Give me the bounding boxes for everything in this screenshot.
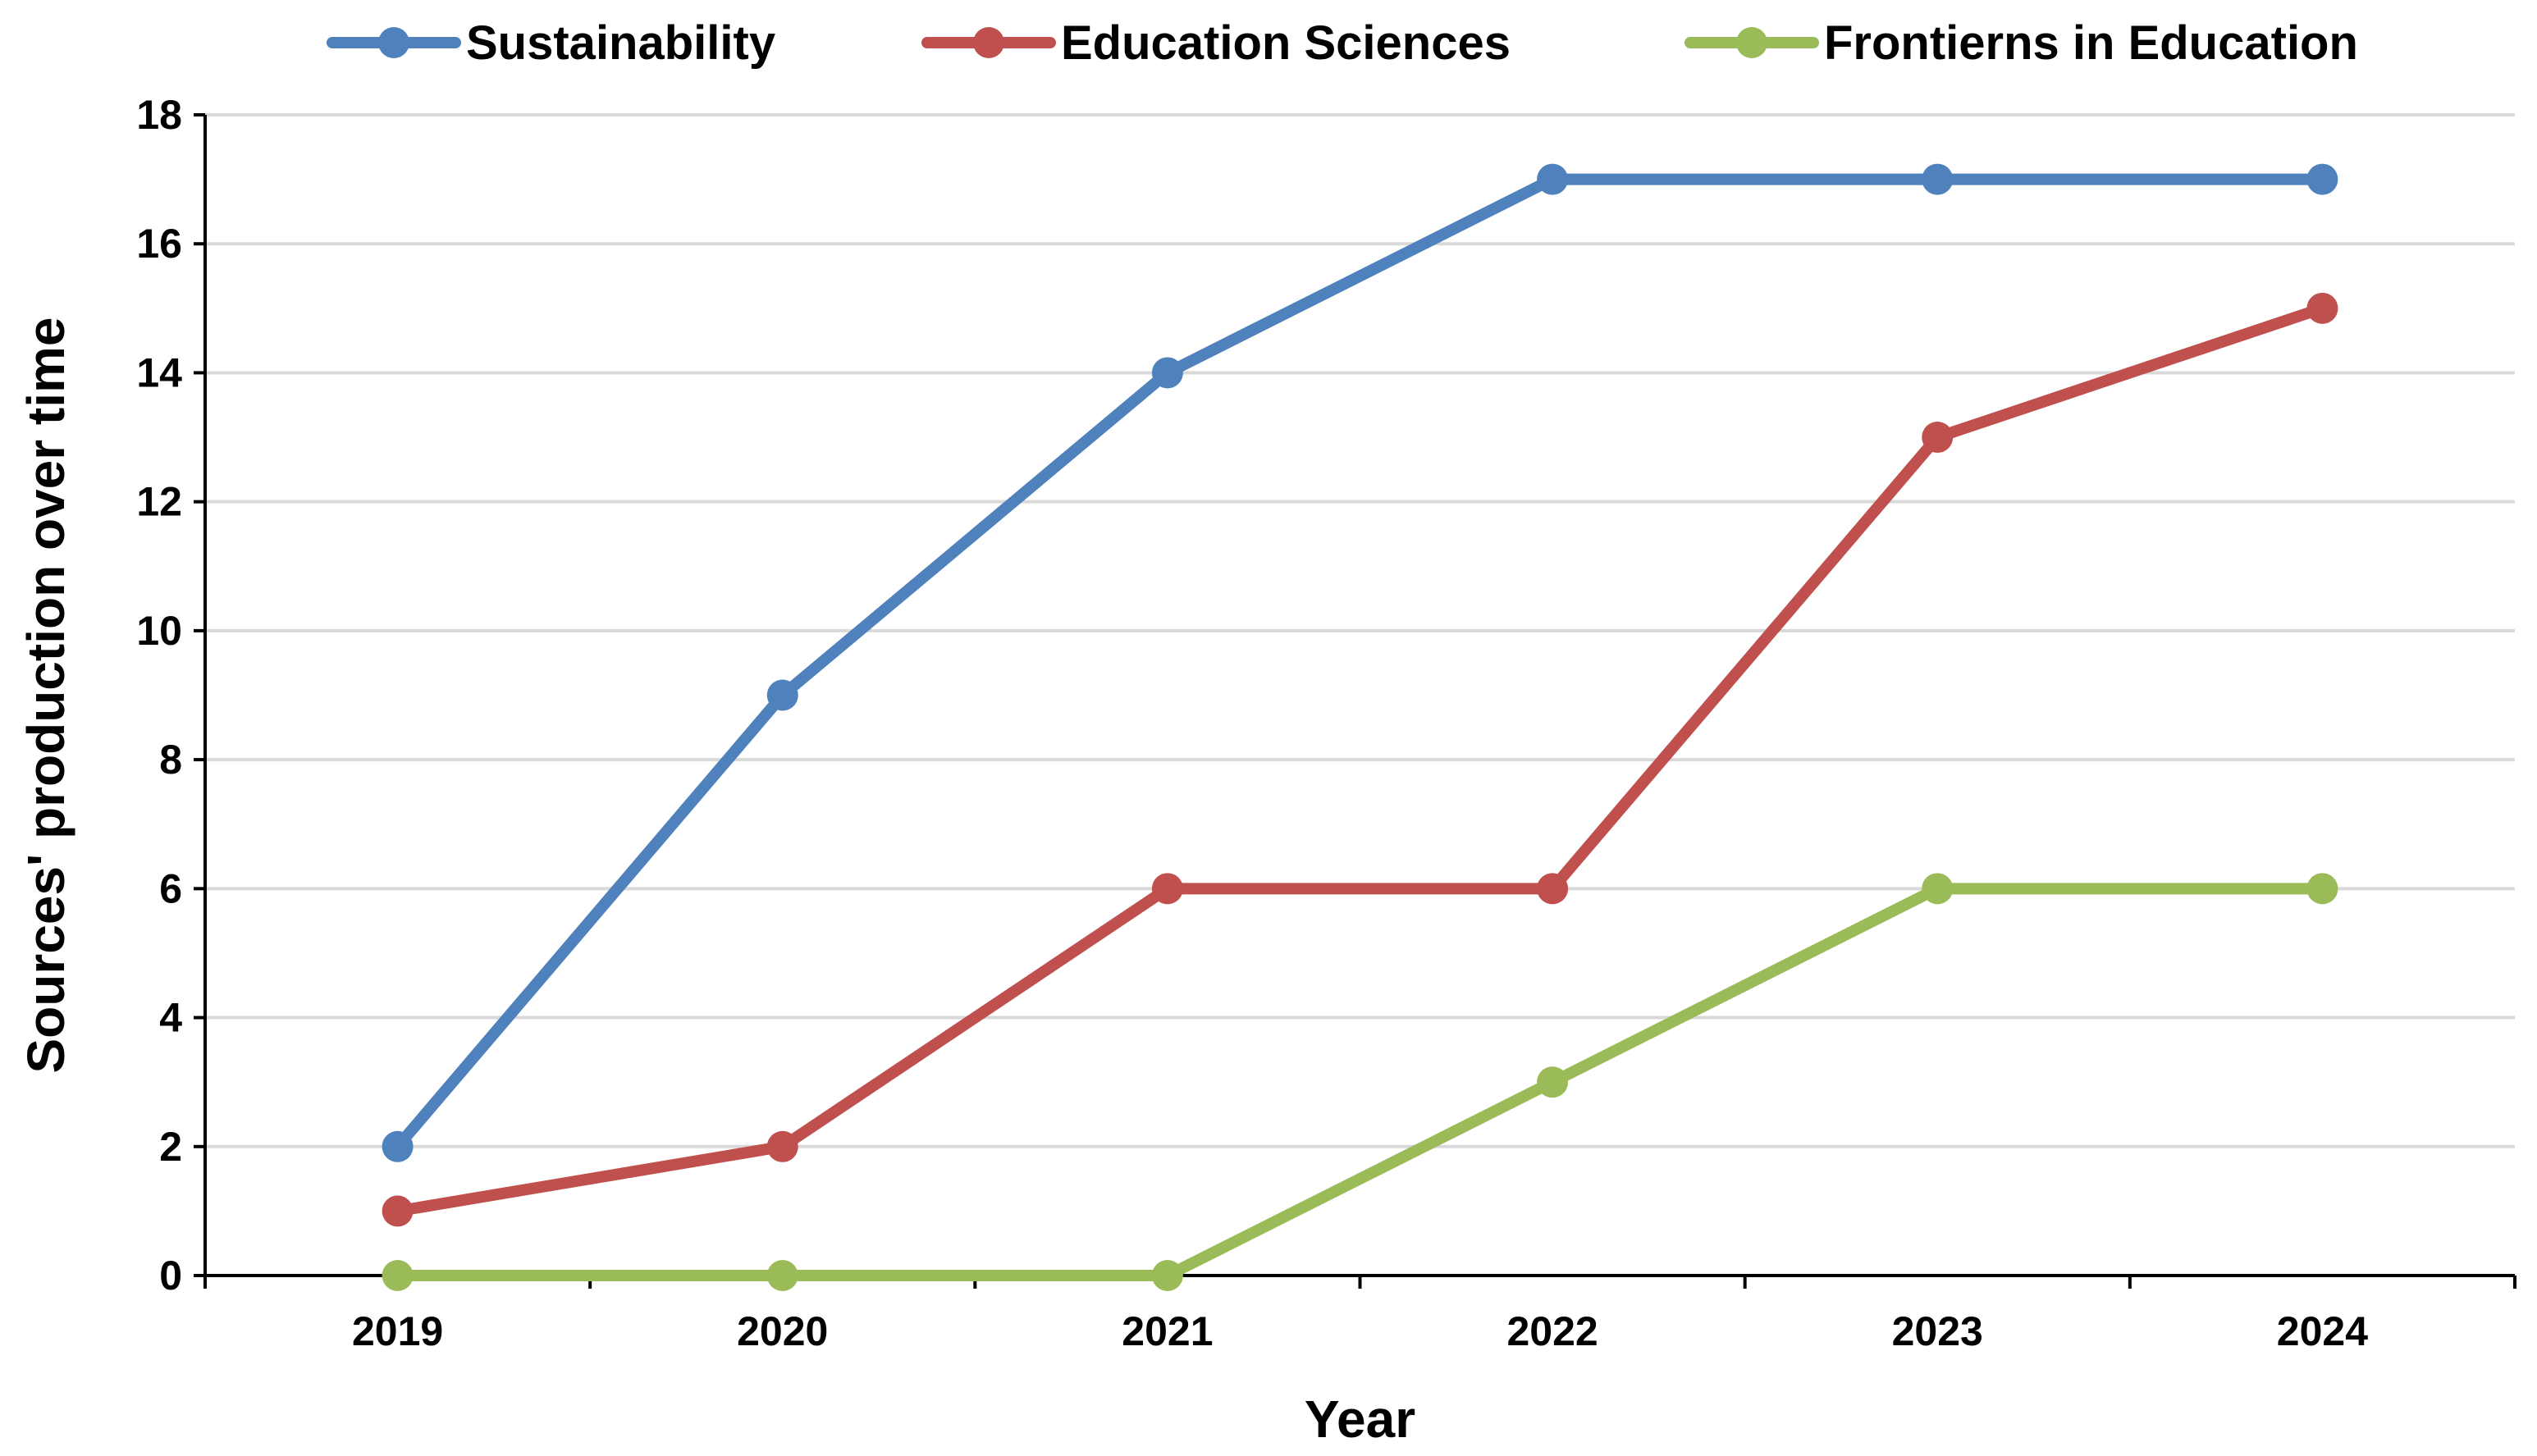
legend-item: Education Sciences [921,16,1511,70]
x-tick-label: 2019 [352,1308,443,1354]
legend-swatch-marker [973,27,1004,58]
data-point [1537,163,1569,195]
y-tick-label: 12 [136,479,182,525]
y-tick-label: 0 [159,1253,182,1299]
legend-item: Sustainability [327,16,775,70]
x-axis-title: Year [1305,1390,1415,1449]
gridlines [205,113,2515,1148]
y-tick-label: 10 [136,608,182,654]
data-point [766,1130,798,1162]
x-tick-label: 2024 [2277,1308,2368,1354]
data-point [1922,873,1954,905]
data-point [1151,357,1183,389]
y-tick-label: 14 [136,349,182,395]
data-point [382,1195,414,1227]
data-point [766,1260,798,1291]
legend-label: Sustainability [466,16,775,70]
x-tick-label: 2020 [737,1308,828,1354]
series-line [391,173,2329,1152]
data-point [1922,163,1954,195]
series-line [391,302,2329,1217]
series-frontierns-in-education [382,873,2338,1291]
data-point [2306,873,2338,905]
legend-swatch-marker [378,27,409,58]
x-tick-label: 2021 [1122,1308,1213,1354]
legend-label: Education Sciences [1061,16,1511,70]
x-axis-ticks: 2019 2020 2021 2022 2023 2024 [203,1276,2516,1354]
data-point [2306,163,2338,195]
series-line [391,883,2329,1281]
x-tick-label: 2023 [1892,1308,1983,1354]
data-point [1537,873,1569,905]
data-point [1151,873,1183,905]
y-tick-label: 6 [159,865,182,911]
y-tick-label: 2 [159,1124,182,1170]
y-axis-ticks: 0 2 4 6 8 10 12 14 16 18 [136,92,205,1299]
data-point [766,679,798,711]
axes [203,115,2515,1277]
y-axis-title: Sources' production over time [16,317,75,1073]
legend-label: Frontierns in Education [1824,16,2358,70]
y-tick-label: 4 [159,995,182,1041]
y-tick-label: 18 [136,92,182,138]
series [382,163,2338,1291]
legend-swatch-marker [1736,27,1767,58]
legend: Sustainability Education Sciences Frontier… [327,16,2358,70]
data-point [382,1130,414,1162]
data-point [1537,1066,1569,1098]
series-sustainability [382,163,2338,1162]
series-education-sciences [382,292,2338,1227]
data-point [1151,1260,1183,1291]
data-point [382,1260,414,1291]
data-point [2306,292,2338,324]
y-tick-label: 8 [159,737,182,783]
data-point [1922,422,1954,454]
x-tick-label: 2022 [1506,1308,1598,1354]
y-tick-label: 16 [136,221,182,267]
legend-item: Frontierns in Education [1684,16,2358,70]
